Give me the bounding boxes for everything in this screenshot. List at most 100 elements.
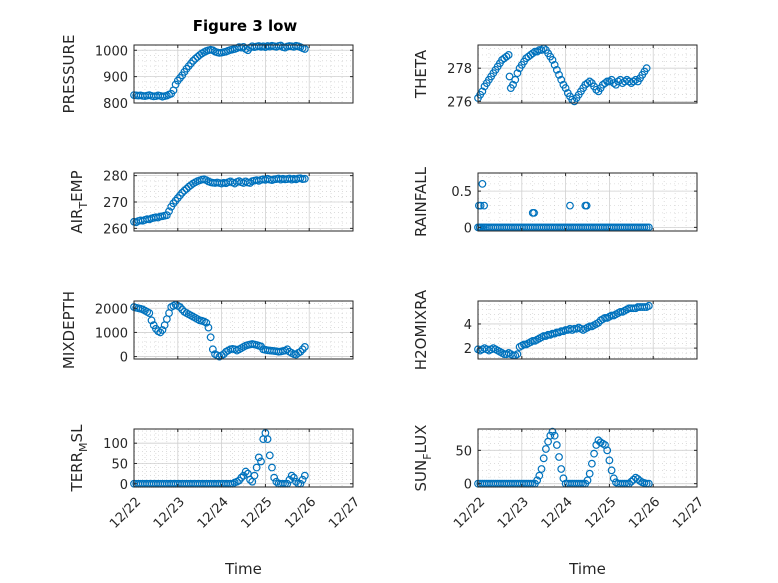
theta-point — [528, 49, 537, 58]
sunflux-axes-box — [477, 428, 698, 488]
theta-point — [642, 64, 651, 73]
rainfall-point — [476, 201, 485, 210]
airtemp-ylabel: AIRTEMP — [68, 170, 90, 233]
theta-point — [552, 65, 561, 74]
terrmsl-ytick-label: 50 — [111, 457, 128, 472]
rainfall-ylabel: RAINFALL — [412, 166, 430, 237]
rainfall-point — [566, 201, 574, 210]
panel-h2omixra: 2 4 H2OMIXRA — [412, 289, 698, 370]
pressure-point — [171, 80, 180, 89]
terrmsl-ylabel: TERRMSL — [68, 424, 90, 493]
terrmsl-point — [241, 467, 250, 476]
terrmsl-axes-box — [133, 428, 354, 488]
rainfall-axes-box — [477, 172, 698, 232]
sunflux-point — [541, 445, 550, 453]
panel-airtemp: 260 270 280 AIRTEMP — [68, 170, 354, 237]
terrmsl-xlabel: Time — [224, 560, 262, 578]
mixdepth-point — [156, 328, 165, 337]
rainfall-point — [478, 179, 487, 188]
terrmsl-point — [268, 463, 276, 472]
theta-point — [502, 52, 511, 61]
theta-ylabel: THETA — [412, 49, 430, 99]
sunflux-point — [583, 476, 592, 485]
sunflux-point — [607, 466, 616, 475]
sunflux-point — [627, 477, 636, 486]
terrmsl-ytick-label: 100 — [103, 437, 128, 452]
theta-point — [504, 51, 513, 59]
terrmsl-point — [257, 457, 265, 466]
terrmsl-point — [237, 473, 246, 482]
rainfall-point — [582, 201, 591, 210]
sunflux-series — [474, 427, 653, 488]
theta-point — [631, 75, 640, 84]
pressure-series — [130, 41, 309, 101]
sunflux-point — [603, 446, 612, 455]
terrmsl-point — [254, 453, 263, 462]
theta-point — [478, 87, 487, 96]
pressure-ytick-label: 900 — [103, 71, 128, 86]
h2omixra-point — [644, 301, 653, 310]
theta-series — [474, 44, 651, 106]
mixdepth-axes-box — [133, 300, 354, 360]
pressure-ytick-label: 800 — [103, 97, 128, 112]
airtemp-point — [180, 186, 189, 195]
sunflux-ytick-label: 50 — [455, 444, 472, 459]
mixdepth-point — [296, 347, 305, 356]
airtemp-point — [300, 174, 309, 183]
rainfall-ytick-label: 0 — [464, 221, 472, 236]
sunflux-point — [550, 431, 559, 440]
mixdepth-point — [206, 333, 215, 342]
theta-point — [550, 60, 559, 69]
mixdepth-point — [158, 326, 167, 334]
mixdepth-ytick-label: 2000 — [95, 302, 128, 317]
h2omixra-point — [607, 311, 616, 320]
terrmsl-point — [300, 471, 309, 480]
h2omixra-point — [616, 307, 625, 316]
theta-point — [509, 80, 517, 89]
theta-ytick-label: 278 — [447, 62, 472, 77]
theta-point — [583, 79, 592, 88]
sunflux-point — [548, 427, 557, 436]
airtemp-ytick-label: 260 — [103, 222, 128, 237]
sunflux-point — [587, 459, 596, 468]
h2omixra-point — [640, 303, 649, 311]
terrmsl-point — [252, 463, 261, 472]
mixdepth-ytick-label: 1000 — [95, 326, 128, 341]
sunflux-point — [609, 474, 618, 483]
h2omixra-series — [474, 301, 653, 360]
h2omixra-ylabel: H2OMIXRA — [412, 289, 430, 370]
sunflux-point — [605, 456, 614, 465]
airtemp-point — [162, 211, 171, 220]
theta-ytick-label: 276 — [447, 95, 472, 110]
sunflux-point — [539, 454, 548, 463]
airtemp-ytick-label: 280 — [103, 170, 128, 185]
theta-point — [511, 75, 520, 84]
airtemp-point — [178, 188, 187, 197]
terrmsl-point — [287, 471, 296, 480]
h2omixra-point — [528, 336, 537, 345]
theta-axes-box — [477, 44, 698, 104]
terrmsl-point — [246, 475, 254, 484]
airtemp-series — [130, 174, 309, 227]
terrmsl-point — [265, 451, 274, 460]
h2omixra-point — [585, 322, 594, 331]
h2omixra-ytick-label: 2 — [464, 342, 472, 357]
h2omixra-point — [520, 340, 528, 349]
mixdepth-point — [176, 303, 184, 311]
mixdepth-point — [145, 309, 154, 317]
sunflux-point — [537, 465, 546, 473]
figure-title: Figure 3 low — [193, 17, 298, 35]
pressure-ylabel: PRESSURE — [60, 35, 78, 114]
h2omixra-point — [601, 314, 609, 322]
rainfall-point — [530, 208, 538, 217]
h2omixra-axes-box — [477, 300, 698, 360]
airtemp-point — [246, 179, 254, 187]
pressure-point — [300, 45, 309, 53]
terrmsl-point — [250, 471, 259, 480]
sunflux-point — [535, 471, 544, 480]
theta-point — [548, 56, 557, 64]
mixdepth-ylabel: MIXDEPTH — [60, 291, 78, 369]
terrmsl-ytick-label: 0 — [120, 478, 128, 493]
sunflux-point — [585, 469, 594, 478]
